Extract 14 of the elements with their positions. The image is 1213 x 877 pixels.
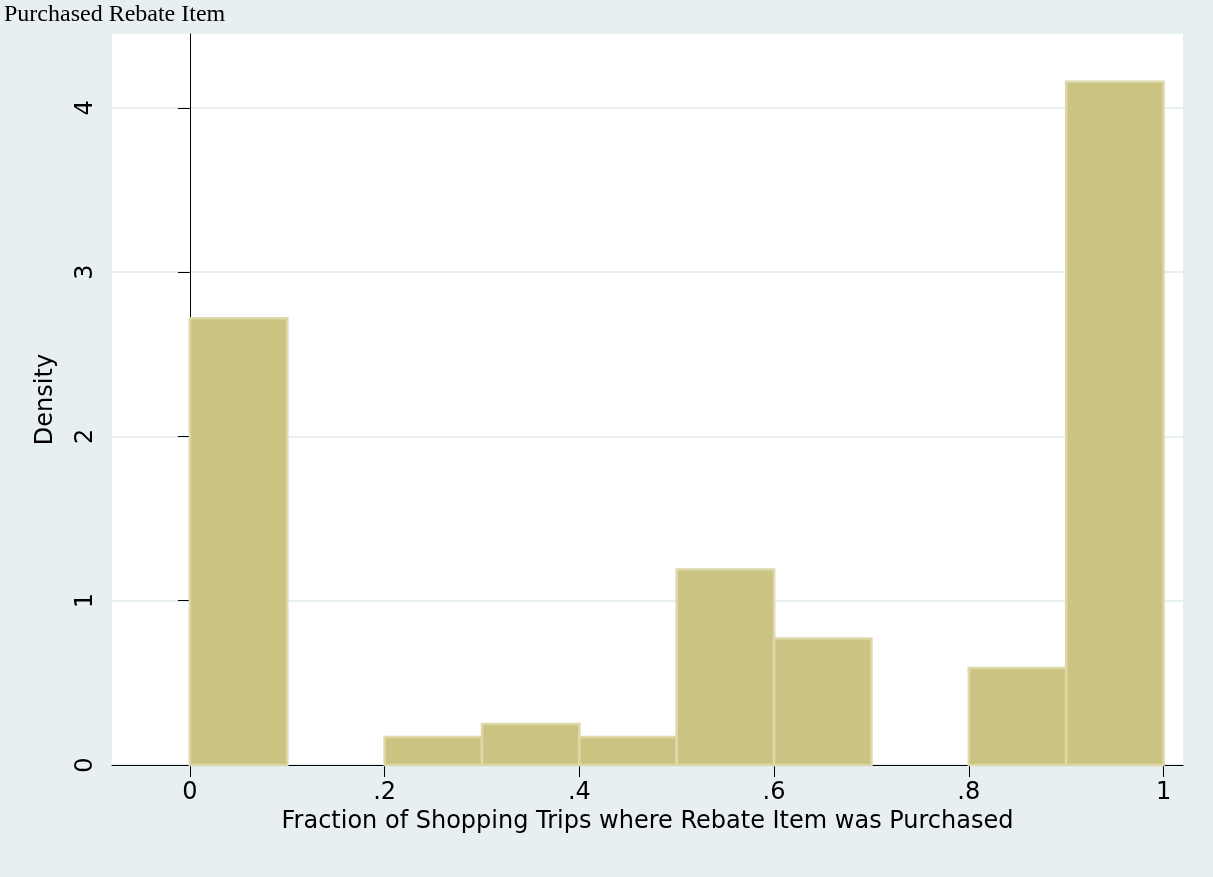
- x-tick-label: .6: [762, 777, 786, 805]
- y-tick-label: 3: [70, 264, 98, 280]
- y-tick-label: 2: [70, 428, 98, 445]
- x-tick-label: .2: [373, 777, 397, 805]
- x-tick-label: 1: [1155, 777, 1172, 805]
- x-tick-label: .8: [957, 777, 981, 805]
- y-tick-label: 1: [70, 593, 98, 609]
- x-tick-label: 0: [182, 777, 198, 805]
- x-axis-title: Fraction of Shopping Trips where Rebate Item was Purchased: [281, 805, 1014, 834]
- x-tick-label: .4: [567, 777, 591, 805]
- y-tick-label: 0: [70, 757, 98, 773]
- y-axis-title: Density: [30, 353, 58, 446]
- chart-title: Purchased Rebate Item: [4, 0, 226, 27]
- y-tick-label: 4: [70, 100, 98, 116]
